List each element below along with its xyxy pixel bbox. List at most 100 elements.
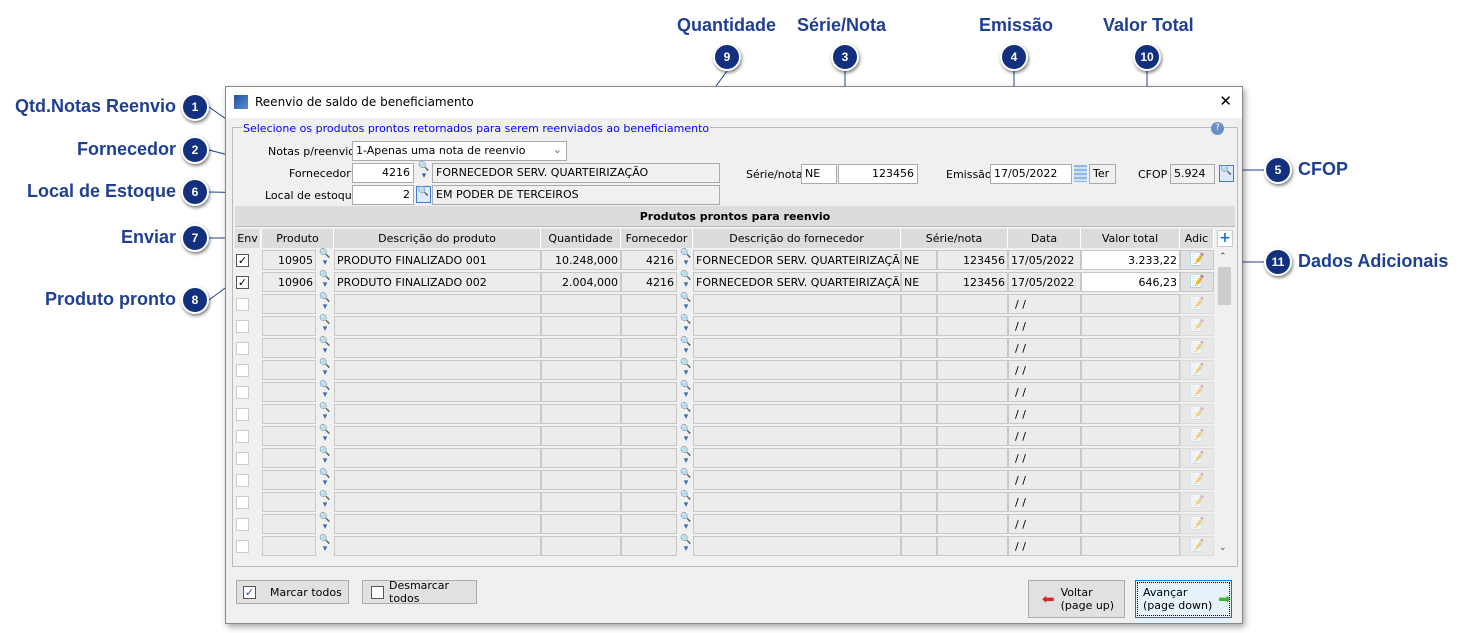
env-checkbox[interactable] xyxy=(236,408,249,421)
serie-cell[interactable] xyxy=(901,536,937,556)
nota-cell[interactable] xyxy=(937,294,1008,314)
produto-search-icon[interactable]: 🔍 ▾ xyxy=(319,293,331,312)
quantidade-cell[interactable] xyxy=(541,448,621,468)
fornecedor-search-icon[interactable]: 🔍 ▾ xyxy=(680,469,692,488)
fornecedor-cell[interactable] xyxy=(621,316,677,336)
serie-cell[interactable] xyxy=(901,470,937,490)
edit-note-icon[interactable]: 📝 xyxy=(1180,536,1214,556)
edit-note-icon[interactable]: 📝 xyxy=(1180,338,1214,358)
fornecedor-cell[interactable] xyxy=(621,514,677,534)
nota-cell[interactable] xyxy=(937,514,1008,534)
edit-note-icon[interactable]: 📝 xyxy=(1180,514,1214,534)
produto-cell[interactable] xyxy=(262,338,316,358)
column-header-descricao-produto[interactable]: Descrição do produto xyxy=(334,229,541,248)
env-checkbox[interactable] xyxy=(236,386,249,399)
produto-cell[interactable] xyxy=(262,536,316,556)
descricao-cell[interactable] xyxy=(334,294,541,314)
fornecedor-search-icon[interactable]: 🔍 ▾ xyxy=(680,359,692,378)
serie-cell[interactable] xyxy=(901,404,937,424)
edit-note-icon[interactable]: 📝 xyxy=(1180,448,1214,468)
env-checkbox[interactable] xyxy=(236,496,249,509)
produto-search-icon[interactable]: 🔍 ▾ xyxy=(319,447,331,466)
scroll-up-icon[interactable]: ⌃ xyxy=(1219,252,1227,262)
edit-note-icon[interactable]: 📝 xyxy=(1180,492,1214,512)
produto-cell[interactable] xyxy=(262,316,316,336)
fornecedor-code-input[interactable]: 4216 xyxy=(352,163,414,183)
produto-search-icon[interactable]: 🔍 ▾ xyxy=(319,403,331,422)
serie-cell[interactable] xyxy=(901,316,937,336)
serie-cell[interactable]: NE xyxy=(901,272,937,292)
edit-note-icon[interactable]: 📝 xyxy=(1180,404,1214,424)
data-cell[interactable]: / / xyxy=(1008,338,1081,358)
produto-search-icon[interactable]: 🔍 ▾ xyxy=(319,425,331,444)
produto-cell[interactable] xyxy=(262,448,316,468)
descricao-cell[interactable] xyxy=(334,382,541,402)
fornecedor-search-icon[interactable]: 🔍 ▾ xyxy=(680,425,692,444)
descricao-cell[interactable] xyxy=(334,536,541,556)
desc-fornecedor-cell[interactable] xyxy=(693,316,901,336)
valor-cell[interactable] xyxy=(1081,316,1180,336)
desc-fornecedor-cell[interactable] xyxy=(693,360,901,380)
produto-search-icon[interactable]: 🔍 ▾ xyxy=(319,381,331,400)
fornecedor-search-icon[interactable]: 🔍 ▾ xyxy=(680,381,692,400)
valor-cell[interactable] xyxy=(1081,536,1180,556)
edit-note-icon[interactable]: 📝 xyxy=(1180,316,1214,336)
quantidade-cell[interactable] xyxy=(541,316,621,336)
data-cell[interactable]: / / xyxy=(1008,448,1081,468)
fornecedor-cell[interactable] xyxy=(621,448,677,468)
descricao-cell[interactable] xyxy=(334,448,541,468)
produto-cell[interactable] xyxy=(262,492,316,512)
env-checkbox[interactable] xyxy=(236,320,249,333)
produto-search-icon[interactable]: 🔍 ▾ xyxy=(319,337,331,356)
fornecedor-cell[interactable] xyxy=(621,426,677,446)
fornecedor-cell[interactable]: 4216 xyxy=(621,272,677,292)
edit-note-icon[interactable]: 📝 xyxy=(1180,360,1214,380)
edit-note-icon[interactable]: 📝 xyxy=(1180,250,1214,270)
produto-cell[interactable] xyxy=(262,426,316,446)
cfop-search-icon[interactable]: 🔍 xyxy=(1219,165,1234,182)
desc-fornecedor-cell[interactable]: FORNECEDOR SERV. QUARTEIRIZAÇÃO xyxy=(693,272,901,292)
produto-search-icon[interactable]: 🔍 ▾ xyxy=(319,469,331,488)
valor-cell[interactable]: 3.233,22 xyxy=(1081,250,1180,270)
valor-cell[interactable] xyxy=(1081,294,1180,314)
column-header-fornecedor[interactable]: Fornecedor xyxy=(621,229,693,248)
fornecedor-cell[interactable] xyxy=(621,382,677,402)
valor-cell[interactable] xyxy=(1081,470,1180,490)
close-button[interactable]: ✕ xyxy=(1219,92,1232,110)
descricao-cell[interactable] xyxy=(334,470,541,490)
env-checkbox[interactable] xyxy=(236,518,249,531)
fornecedor-search-icon[interactable]: 🔍 ▾ xyxy=(680,491,692,510)
descricao-cell[interactable]: PRODUTO FINALIZADO 001 xyxy=(334,250,541,270)
env-checkbox[interactable] xyxy=(236,540,249,553)
edit-note-icon[interactable]: 📝 xyxy=(1180,470,1214,490)
descricao-cell[interactable] xyxy=(334,360,541,380)
fornecedor-search-icon[interactable]: 🔍 ▾ xyxy=(680,403,692,422)
descricao-cell[interactable] xyxy=(334,514,541,534)
desc-fornecedor-cell[interactable] xyxy=(693,294,901,314)
quantidade-cell[interactable] xyxy=(541,514,621,534)
help-icon[interactable]: ? xyxy=(1211,122,1224,135)
descricao-cell[interactable] xyxy=(334,426,541,446)
produto-cell[interactable]: 10905 xyxy=(262,250,316,270)
data-cell[interactable]: / / xyxy=(1008,470,1081,490)
column-header-produto[interactable]: Produto xyxy=(262,229,334,248)
data-cell[interactable]: 17/05/2022 xyxy=(1008,250,1081,270)
cfop-input[interactable]: 5.924 xyxy=(1170,164,1215,184)
env-checkbox[interactable] xyxy=(236,452,249,465)
fornecedor-search-icon[interactable]: 🔍 ▾ xyxy=(680,249,692,268)
env-checkbox[interactable] xyxy=(236,364,249,377)
column-header-env[interactable]: Env xyxy=(235,229,261,248)
nota-cell[interactable] xyxy=(937,448,1008,468)
avancar-button[interactable]: Avançar (page down) ➡ xyxy=(1135,580,1232,618)
fornecedor-cell[interactable] xyxy=(621,360,677,380)
desc-fornecedor-cell[interactable] xyxy=(693,404,901,424)
produto-cell[interactable]: 10906 xyxy=(262,272,316,292)
nota-cell[interactable] xyxy=(937,470,1008,490)
descricao-cell[interactable] xyxy=(334,492,541,512)
local-code-input[interactable]: 2 xyxy=(352,185,414,205)
produto-cell[interactable] xyxy=(262,294,316,314)
nota-cell[interactable] xyxy=(937,492,1008,512)
valor-cell[interactable] xyxy=(1081,448,1180,468)
marcar-todos-button[interactable]: ✓ Marcar todos xyxy=(236,580,349,604)
serie-cell[interactable] xyxy=(901,514,937,534)
